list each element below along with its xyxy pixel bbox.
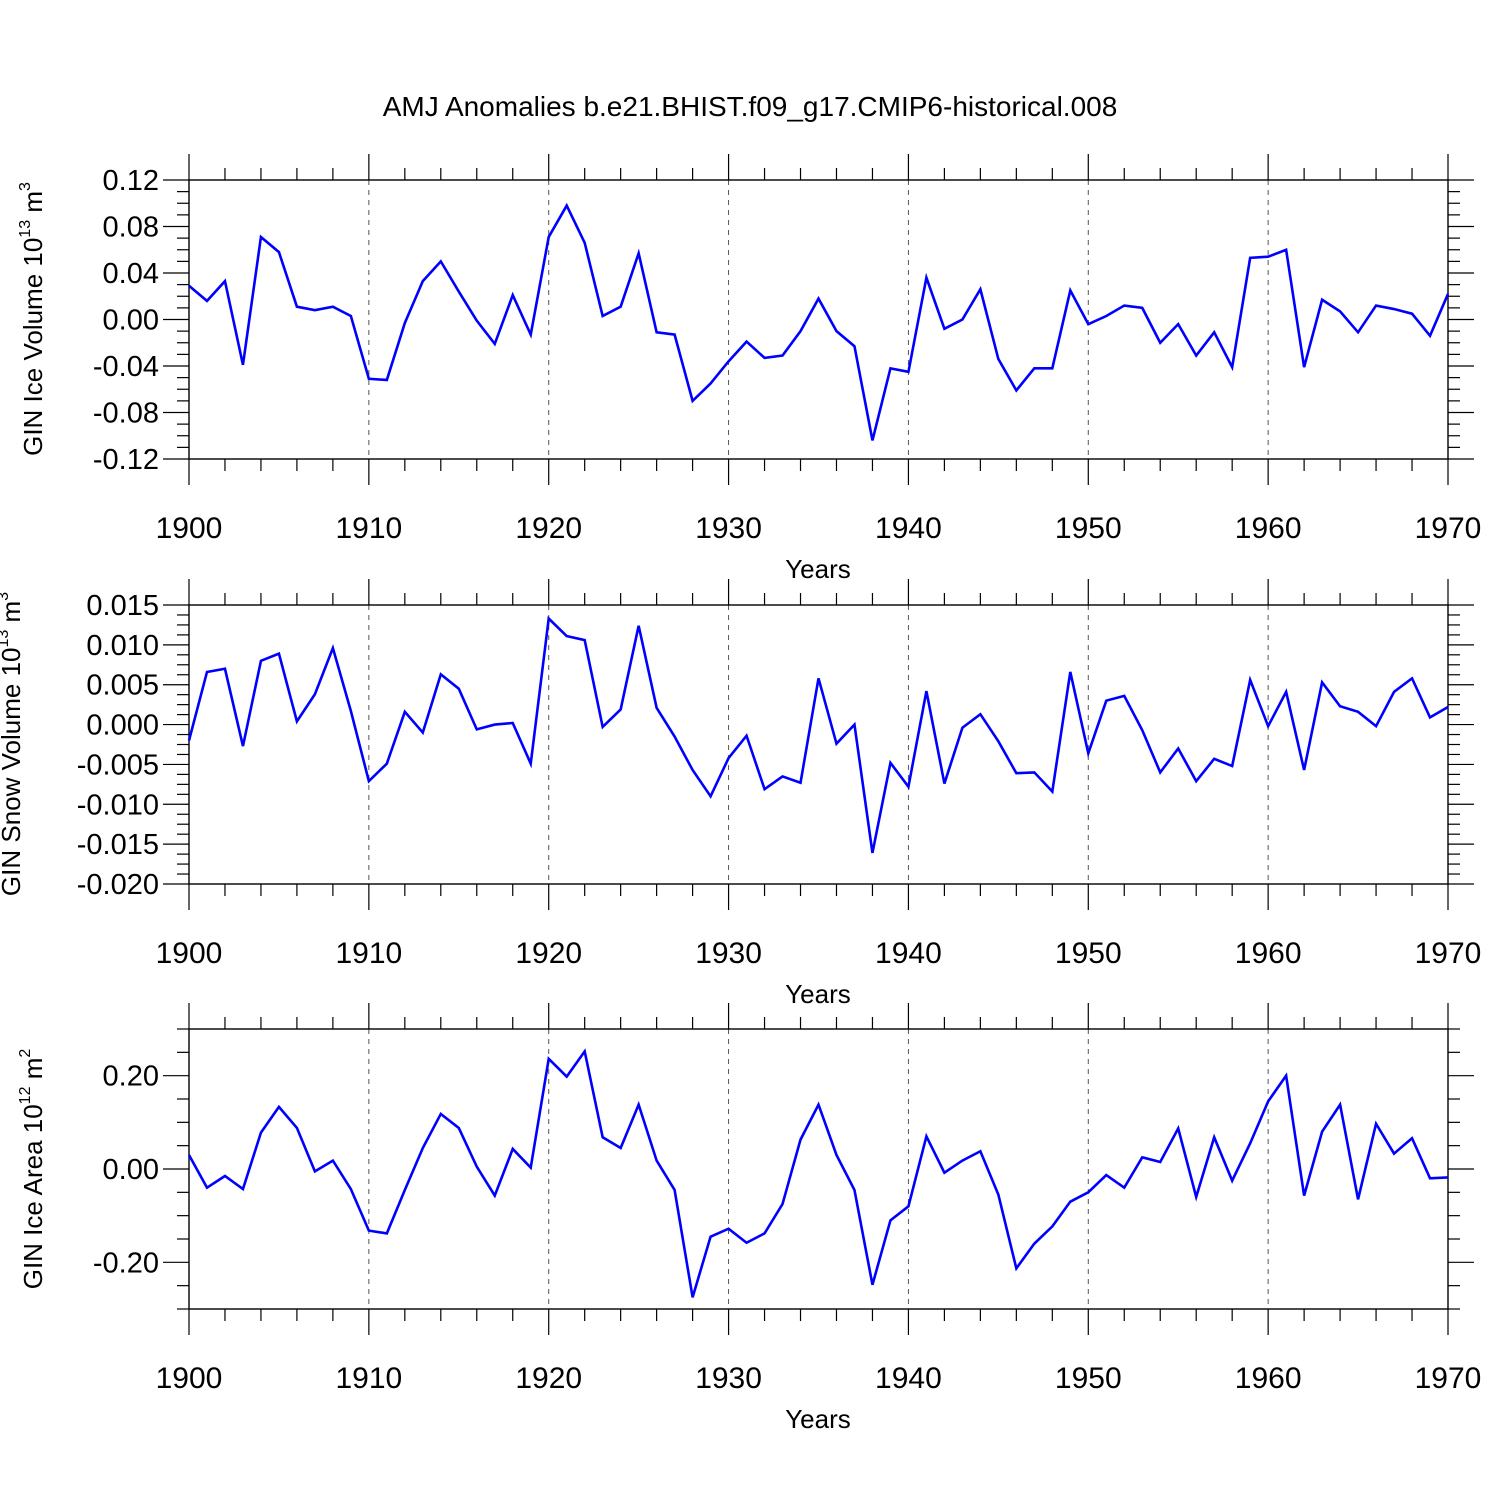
y-axis-label-unit: m: [18, 1058, 48, 1087]
x-tick-label: 1920: [515, 937, 582, 970]
y-tick-label: -0.04: [93, 351, 159, 383]
grid-layer: [368, 1029, 1269, 1309]
x-tick-label: 1940: [875, 937, 942, 970]
y-tick-labels: -0.12 -0.08 -0.04 0.00 0.04 0.08 0.12: [93, 165, 159, 476]
x-tick-label: 1910: [335, 1362, 402, 1395]
y-axis-label: GIN Ice Area 1012 m2: [17, 1049, 48, 1290]
x-tick-label: 1950: [1055, 937, 1122, 970]
x-tick-label: 1920: [515, 1362, 582, 1395]
x-tick-label: 1950: [1055, 1362, 1122, 1395]
plot-frame: [188, 1028, 1449, 1310]
y-axis-label-unit-exponent: 2: [17, 1049, 34, 1058]
y-tick-labels: -0.20 0.00 0.20: [93, 1061, 159, 1280]
y-axis-label-unit: m: [18, 191, 48, 220]
x-tick-label: 1900: [156, 937, 223, 970]
panel-ice-volume: -0.12 -0.08 -0.04 0.00 0.04 0.08 0.12 1900 1910…: [17, 154, 1481, 584]
y-axis-label-unit-exponent: 3: [0, 592, 12, 601]
y-axis-label-exponent: 13: [17, 220, 34, 238]
x-tick-labels: 1900 1910 1920 1930 1940 1950 1960 1970: [156, 937, 1482, 970]
x-tick-labels: 1900 1910 1920 1930 1940 1950 1960 1970: [156, 512, 1482, 545]
figure-title: AMJ Anomalies b.e21.BHIST.f09_g17.CMIP6-…: [383, 91, 1118, 122]
y-tick-labels: -0.020 -0.015 -0.010 -0.005 0.000 0.005 0.010 0…: [77, 590, 159, 901]
x-tick-label: 1930: [695, 1362, 762, 1395]
y-tick-label: 0.005: [86, 670, 159, 702]
y-axis-label-main: GIN Ice Area 10: [18, 1104, 48, 1289]
y-axis-label-main: GIN Ice Volume 10: [18, 238, 48, 456]
y-tick-label: 0.00: [103, 305, 159, 337]
y-tick-label: -0.20: [93, 1247, 159, 1279]
x-tick-labels: 1900 1910 1920 1930 1940 1950 1960 1970: [156, 1362, 1482, 1395]
x-tick-label: 1920: [515, 512, 582, 545]
x-tick-label: 1970: [1415, 512, 1482, 545]
x-tick-label: 1910: [335, 937, 402, 970]
x-tick-label: 1900: [156, 512, 223, 545]
y-axis-label-unit-exponent: 3: [17, 182, 34, 191]
series-layer: [187, 1048, 1449, 1298]
x-tick-label: 1970: [1415, 937, 1482, 970]
y-tick-label: 0.010: [86, 630, 159, 662]
y-axis-label-exponent: 12: [17, 1086, 34, 1104]
plot-frame: [188, 604, 1449, 885]
plot-frame: [188, 179, 1449, 460]
series-line: [187, 1048, 1449, 1298]
grid-layer: [368, 605, 1269, 884]
series-layer: [188, 202, 1450, 441]
grid-layer: [368, 180, 1269, 459]
x-tick-label: 1930: [695, 937, 762, 970]
panel-snow-volume: -0.020 -0.015 -0.010 -0.005 0.000 0.005 0.010 0…: [0, 579, 1481, 1009]
x-tick-label: 1900: [156, 1362, 223, 1395]
panel-ice-area: -0.200.000.20 1900 1910 1920 1930 1940 1950 19…: [17, 1003, 1481, 1434]
y-tick-label: -0.015: [77, 829, 159, 861]
x-tick-label: 1940: [875, 512, 942, 545]
series-line: [187, 615, 1449, 854]
ticks-layer: [163, 579, 1474, 910]
ticks-layer: [163, 154, 1474, 485]
x-tick-label: 1910: [335, 512, 402, 545]
x-axis-label: Years: [785, 554, 851, 584]
y-tick-label: 0.20: [103, 1061, 159, 1093]
y-tick-label: 0.000: [86, 710, 159, 742]
x-axis-label: Years: [785, 979, 851, 1009]
x-axis-label: Years: [785, 1404, 851, 1434]
y-tick-label: -0.020: [77, 869, 159, 901]
y-tick-label: 0.04: [103, 258, 159, 290]
series-line: [188, 202, 1450, 441]
y-tick-label: -0.010: [77, 789, 159, 821]
y-tick-label: -0.08: [93, 398, 159, 430]
series-layer: [187, 615, 1449, 854]
x-tick-label: 1960: [1235, 937, 1302, 970]
x-tick-label: 1950: [1055, 512, 1122, 545]
ticks-layer: [163, 1003, 1474, 1335]
y-axis-label: GIN Ice Volume 1013 m3: [17, 182, 48, 456]
x-tick-label: 1960: [1235, 1362, 1302, 1395]
x-tick-label: 1970: [1415, 1362, 1482, 1395]
x-tick-label: 1930: [695, 512, 762, 545]
y-axis-label: GIN Snow Volume 1013 m3: [0, 592, 26, 896]
x-tick-label: 1940: [875, 1362, 942, 1395]
y-tick-label: 0.12: [103, 165, 159, 197]
y-tick-label: -0.12: [93, 444, 159, 476]
y-tick-label: -0.005: [77, 749, 159, 781]
y-axis-label-exponent: 13: [0, 630, 12, 648]
x-tick-label: 1960: [1235, 512, 1302, 545]
y-axis-label-unit: m: [0, 601, 26, 630]
y-axis-label-main: GIN Snow Volume 10: [0, 648, 26, 897]
y-tick-label: 0.08: [103, 212, 159, 244]
y-tick-label: 0.015: [86, 590, 159, 622]
y-tick-label: 0.00: [103, 1154, 159, 1186]
